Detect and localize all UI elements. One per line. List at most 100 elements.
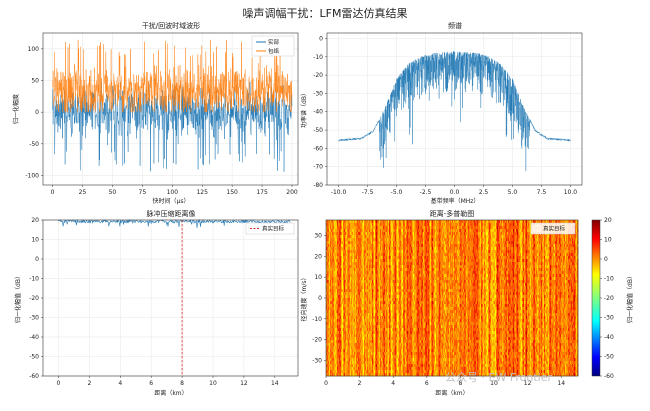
heatmap-cell: [391, 373, 393, 377]
heatmap-cell: [365, 322, 367, 326]
heatmap-cell: [388, 364, 390, 368]
heatmap-cell: [404, 289, 406, 293]
heatmap-cell: [409, 271, 411, 275]
heatmap-cell: [376, 256, 378, 260]
heatmap-cell: [346, 247, 348, 251]
heatmap-cell: [384, 337, 386, 341]
heatmap-cell: [382, 256, 384, 260]
heatmap-cell: [407, 349, 409, 353]
heatmap-cell: [381, 289, 383, 293]
heatmap-cell: [347, 361, 349, 365]
heatmap-cell: [332, 283, 334, 287]
heatmap-cell: [384, 256, 386, 260]
heatmap-cell: [417, 223, 419, 227]
heatmap-cell: [355, 352, 357, 356]
heatmap-cell: [348, 337, 350, 341]
heatmap-cell: [373, 259, 375, 263]
heatmap-cell: [344, 271, 346, 275]
heatmap-cell: [353, 328, 355, 332]
heatmap-cell: [377, 352, 379, 356]
heatmap-cell: [327, 313, 329, 317]
heatmap-cell: [332, 256, 334, 260]
heatmap-cell: [347, 289, 349, 293]
heatmap-cell: [405, 295, 407, 299]
heatmap-cell: [335, 313, 337, 317]
heatmap-cell: [410, 244, 412, 248]
heatmap-cell: [405, 301, 407, 305]
x-tick-label: 10.0: [564, 189, 578, 196]
heatmap-cell: [372, 307, 374, 311]
heatmap-cell: [375, 265, 377, 269]
heatmap-cell: [410, 325, 412, 329]
heatmap-cell: [415, 268, 417, 272]
heatmap-cell: [393, 223, 395, 227]
heatmap-cell: [391, 277, 393, 281]
heatmap-cell: [346, 286, 348, 290]
heatmap-cell: [366, 232, 368, 236]
heatmap-cell: [374, 340, 376, 344]
heatmap-cell: [397, 268, 399, 272]
heatmap-cell: [357, 289, 359, 293]
heatmap-cell: [383, 301, 385, 305]
heatmap-cell: [417, 322, 419, 326]
heatmap-cell: [362, 346, 364, 350]
heatmap-cell: [341, 271, 343, 275]
heatmap-cell: [410, 295, 412, 299]
heatmap-cell: [381, 235, 383, 239]
heatmap-cell: [384, 220, 386, 224]
heatmap-cell: [376, 247, 378, 251]
heatmap-cell: [393, 364, 395, 368]
heatmap-cell: [368, 301, 370, 305]
heatmap-cell: [412, 319, 414, 323]
heatmap-cell: [332, 370, 334, 374]
heatmap-cell: [360, 355, 362, 359]
heatmap-cell: [397, 307, 399, 311]
heatmap-cell: [337, 319, 339, 323]
heatmap-cell: [398, 274, 400, 278]
heatmap-cell: [395, 367, 397, 371]
heatmap-cell: [399, 226, 401, 230]
heatmap-cell: [382, 322, 384, 326]
heatmap-cell: [341, 355, 343, 359]
heatmap-cell: [349, 256, 351, 260]
heatmap-cell: [399, 238, 401, 242]
heatmap-cell: [390, 247, 392, 251]
heatmap-cell: [358, 340, 360, 344]
heatmap-cell: [401, 349, 403, 353]
heatmap-cell: [416, 271, 418, 275]
heatmap-cell: [379, 355, 381, 359]
heatmap-cell: [337, 361, 339, 365]
heatmap-cell: [404, 337, 406, 341]
heatmap-cell: [351, 286, 353, 290]
heatmap-cell: [356, 373, 358, 377]
heatmap-cell: [385, 373, 387, 377]
heatmap-cell: [409, 370, 411, 374]
heatmap-cell: [407, 319, 409, 323]
heatmap-cell: [415, 250, 417, 254]
heatmap-cell: [386, 277, 388, 281]
heatmap-cell: [331, 256, 333, 260]
heatmap-cell: [371, 241, 373, 245]
heatmap-cell: [362, 337, 364, 341]
heatmap-cell: [327, 265, 329, 269]
heatmap-cell: [380, 289, 382, 293]
heatmap-cell: [326, 358, 328, 362]
heatmap-cell: [384, 244, 386, 248]
heatmap-cell: [399, 337, 401, 341]
heatmap-cell: [411, 316, 413, 320]
heatmap-cell: [368, 343, 370, 347]
heatmap-cell: [350, 262, 352, 266]
heatmap-cell: [402, 343, 404, 347]
heatmap-cell: [406, 370, 408, 374]
heatmap-cell: [337, 262, 339, 266]
heatmap-cell: [404, 226, 406, 230]
heatmap-cell: [362, 367, 364, 371]
heatmap-cell: [407, 328, 409, 332]
heatmap-cell: [353, 271, 355, 275]
heatmap-cell: [367, 352, 369, 356]
heatmap-cell: [386, 244, 388, 248]
heatmap-cell: [414, 229, 416, 233]
heatmap-cell: [411, 271, 413, 275]
heatmap-cell: [381, 268, 383, 272]
heatmap-cell: [386, 340, 388, 344]
